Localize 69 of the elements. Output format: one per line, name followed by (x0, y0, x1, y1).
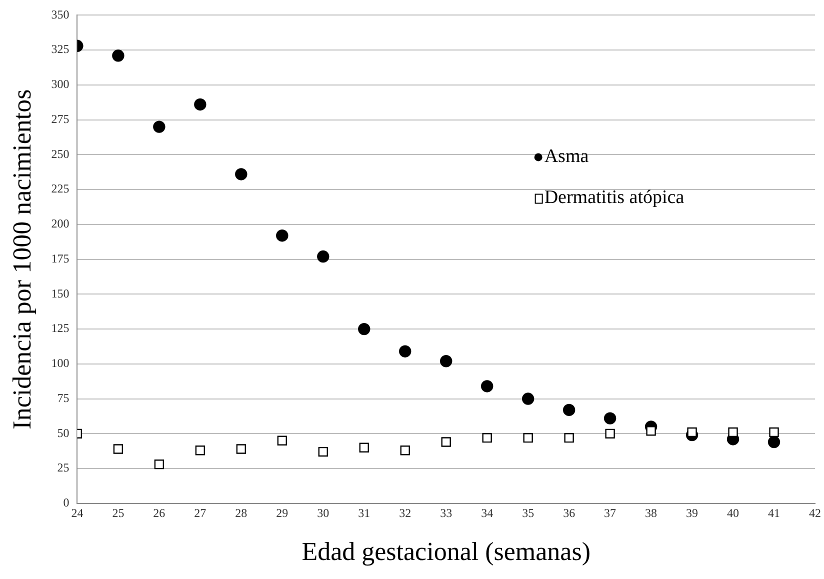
point (441, 437, 451, 447)
point (646, 426, 656, 436)
y-tick-label: 300 (51, 77, 70, 92)
x-tick-label: 39 (686, 506, 698, 520)
point (604, 412, 616, 424)
point (194, 98, 206, 111)
point (564, 433, 574, 443)
y-tick-label: 225 (51, 182, 70, 196)
y-axis-title: Incidencia por 1000 nacimientos (7, 89, 36, 430)
x-tick-label: 41 (768, 506, 780, 520)
x-tick-label: 42 (809, 506, 821, 520)
x-tick-label: 38 (645, 506, 658, 520)
point (523, 433, 533, 443)
point (522, 392, 534, 405)
x-tick-label: 32 (399, 506, 412, 520)
x-axis-title: Edad gestacional (semanas) (302, 537, 590, 566)
x-tick-label: 35 (522, 506, 534, 520)
y-tick-label: 25 (57, 460, 70, 475)
legend-label: Dermatitis atópica (544, 187, 685, 208)
point (195, 446, 206, 456)
y-tick-label: 50 (57, 426, 70, 440)
point (480, 380, 494, 392)
x-tick-label: 29 (276, 506, 288, 520)
point (277, 436, 287, 446)
y-tick-label: 175 (51, 251, 70, 266)
y-tick-label: 325 (51, 42, 70, 56)
point (317, 250, 330, 263)
x-tick-label: 24 (71, 506, 84, 520)
point (154, 460, 164, 470)
point (605, 428, 615, 438)
y-tick-label: 125 (51, 321, 70, 336)
x-tick-label: 34 (481, 506, 494, 520)
point (235, 168, 248, 180)
x-tick-label: 27 (194, 506, 206, 520)
point (236, 444, 246, 454)
y-tick-label: 150 (51, 286, 70, 300)
point (112, 50, 124, 62)
point (400, 446, 410, 456)
y-tick-label: 350 (51, 7, 70, 22)
x-tick-label: 40 (727, 506, 740, 520)
point (562, 404, 576, 416)
point (728, 427, 738, 438)
x-tick-label: 31 (358, 506, 370, 520)
y-tick-label: 100 (51, 356, 70, 370)
y-tick-label: 250 (51, 146, 70, 161)
point (113, 444, 124, 454)
point (687, 427, 697, 438)
x-tick-label: 26 (153, 506, 166, 520)
point (153, 120, 166, 133)
point (482, 433, 492, 443)
point (358, 322, 370, 336)
x-tick-label: 25 (112, 506, 124, 520)
point (399, 345, 412, 358)
point (359, 442, 369, 452)
point (276, 229, 288, 242)
y-tick-label: 75 (57, 390, 70, 405)
x-tick-label: 33 (440, 506, 452, 520)
legend-label: Asma (544, 146, 590, 168)
point (440, 355, 452, 368)
x-tick-label: 36 (563, 506, 576, 520)
point (769, 427, 779, 438)
y-tick-label: 200 (51, 216, 70, 231)
x-tick-label: 28 (235, 506, 248, 520)
point (318, 446, 328, 457)
point (768, 436, 780, 448)
y-tick-label: 275 (51, 112, 70, 126)
x-tick-label: 30 (317, 506, 330, 520)
y-tick-label: 0 (63, 496, 70, 510)
x-tick-label: 37 (604, 506, 616, 520)
